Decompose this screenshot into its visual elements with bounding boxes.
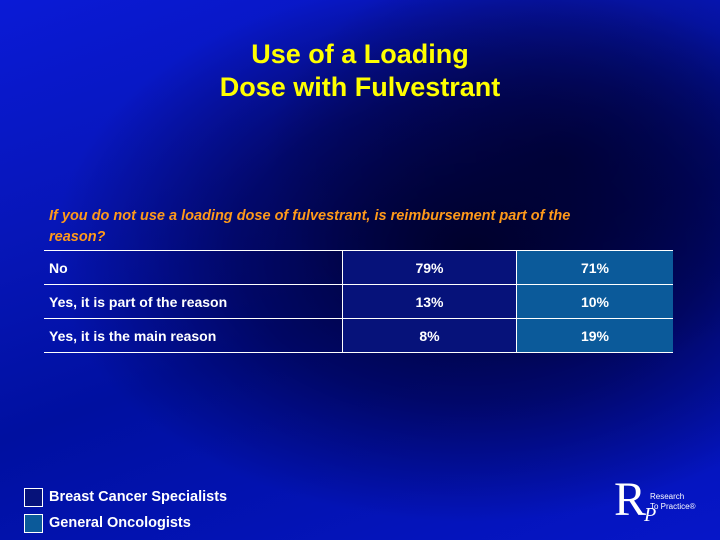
research-to-practice-logo: R P Research To Practice®: [614, 474, 714, 530]
logo-letter-p: P: [644, 504, 657, 526]
legend-item-general-oncologists: General Oncologists: [24, 510, 227, 536]
row-label: No: [49, 259, 68, 276]
general-oncologists-value: 71%: [516, 251, 673, 284]
legend: Breast Cancer Specialists General Oncolo…: [24, 484, 227, 536]
row-label: Yes, it is the main reason: [49, 327, 217, 344]
breast-cancer-specialists-value: 13%: [342, 285, 516, 318]
general-oncologists-value: 10%: [516, 285, 673, 318]
logo-letter-r: R: [614, 473, 647, 526]
legend-label: General Oncologists: [49, 515, 191, 531]
legend-item-breast-cancer-specialists: Breast Cancer Specialists: [24, 484, 227, 510]
slide-title-line-1: Use of a Loading: [251, 39, 469, 69]
table-row: Yes, it is part of the reason 13% 10%: [44, 285, 673, 319]
slide-title: Use of a Loading Dose with Fulvestrant: [0, 38, 720, 104]
legend-swatch: [24, 487, 43, 507]
logo-line-1: Research: [650, 492, 685, 501]
legend-label: Breast Cancer Specialists: [49, 489, 228, 505]
legend-swatch: [24, 513, 43, 533]
general-oncologists-value: 19%: [516, 319, 673, 352]
survey-question: If you do not use a loading dose of fulv…: [49, 208, 571, 245]
slide-title-line-2: Dose with Fulvestrant: [219, 72, 501, 102]
table-row: Yes, it is the main reason 8% 19%: [44, 319, 673, 353]
breast-cancer-specialists-value: 8%: [342, 319, 516, 352]
breast-cancer-specialists-value: 79%: [342, 251, 516, 284]
results-table: No 79% 71% Yes, it is part of the reason…: [44, 250, 673, 353]
logo-wordmark: Research To Practice®: [650, 492, 695, 512]
row-label: Yes, it is part of the reason: [49, 293, 228, 310]
logo-line-2: To Practice®: [650, 502, 696, 511]
table-row: No 79% 71%: [44, 251, 673, 285]
